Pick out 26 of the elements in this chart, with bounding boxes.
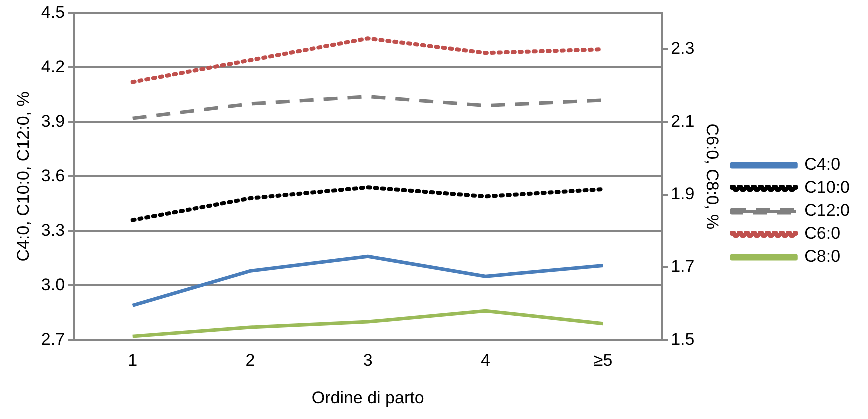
x-tick-label: ≥5 — [594, 351, 613, 370]
y2-tick-label: 2.1 — [671, 112, 695, 131]
y-axis-title: C4:0, C10:0, C12:0, % — [14, 92, 33, 262]
y2-axis-title: C6:0, C8:0, % — [703, 124, 722, 230]
y2-tick-label: 1.9 — [671, 184, 695, 204]
y-tick-label: 3.9 — [41, 112, 66, 131]
x-axis-title: Ordine di parto — [312, 388, 424, 408]
y-tick-label: 3.6 — [41, 166, 66, 186]
y-tick-label: 3.3 — [41, 220, 66, 240]
x-tick-label: 3 — [363, 351, 373, 370]
x-tick-label: 2 — [246, 351, 256, 370]
y-tick-label: 3.0 — [41, 275, 66, 294]
y2-tick-label: 1.7 — [671, 257, 695, 276]
legend-label: C4:0 — [804, 155, 841, 174]
y-tick-label: 2.7 — [41, 330, 66, 349]
y2-tick-label: 1.5 — [671, 330, 695, 349]
y-tick-label: 4.2 — [41, 57, 66, 76]
legend-label: C12:0 — [804, 201, 850, 220]
legend-label: C6:0 — [804, 224, 841, 244]
y2-tick-label: 2.3 — [671, 39, 695, 58]
legend-label: C10:0 — [804, 178, 850, 198]
y-tick-label: 4.5 — [41, 2, 66, 22]
legend-label: C8:0 — [804, 247, 841, 266]
x-tick-label: 1 — [128, 351, 138, 370]
x-tick-label: 4 — [480, 351, 490, 370]
line-series — [130, 186, 606, 222]
